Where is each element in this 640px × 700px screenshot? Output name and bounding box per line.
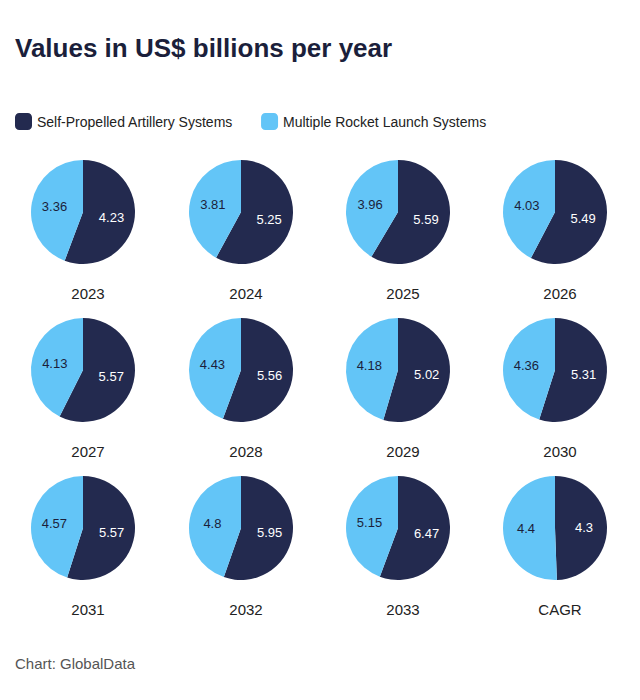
svg-text:4.43: 4.43 bbox=[200, 357, 225, 372]
svg-text:4.03: 4.03 bbox=[514, 198, 539, 213]
svg-text:2031: 2031 bbox=[71, 601, 104, 618]
svg-text:5.57: 5.57 bbox=[99, 369, 124, 384]
svg-text:3.81: 3.81 bbox=[200, 197, 225, 212]
svg-text:5.56: 5.56 bbox=[257, 368, 282, 383]
svg-text:5.15: 5.15 bbox=[357, 515, 382, 530]
svg-text:5.25: 5.25 bbox=[256, 212, 281, 227]
svg-text:4.57: 4.57 bbox=[42, 516, 67, 531]
svg-text:2025: 2025 bbox=[386, 285, 419, 302]
svg-text:2028: 2028 bbox=[229, 443, 262, 460]
svg-text:4.23: 4.23 bbox=[99, 210, 124, 225]
svg-text:2030: 2030 bbox=[543, 443, 576, 460]
svg-text:5.02: 5.02 bbox=[414, 367, 439, 382]
svg-text:4.18: 4.18 bbox=[357, 358, 382, 373]
svg-text:2024: 2024 bbox=[229, 285, 262, 302]
svg-text:6.47: 6.47 bbox=[414, 526, 439, 541]
svg-text:4.3: 4.3 bbox=[575, 520, 593, 535]
svg-text:CAGR: CAGR bbox=[538, 601, 582, 618]
svg-text:Values in US$ billions per yea: Values in US$ billions per year bbox=[15, 33, 392, 63]
svg-text:2026: 2026 bbox=[543, 285, 576, 302]
svg-text:5.49: 5.49 bbox=[571, 211, 596, 226]
svg-text:2029: 2029 bbox=[386, 443, 419, 460]
svg-text:Multiple Rocket Launch Systems: Multiple Rocket Launch Systems bbox=[283, 114, 486, 130]
svg-text:3.36: 3.36 bbox=[42, 199, 67, 214]
svg-text:2033: 2033 bbox=[386, 601, 419, 618]
svg-text:5.31: 5.31 bbox=[571, 367, 596, 382]
svg-text:Self-Propelled Artillery Syste: Self-Propelled Artillery Systems bbox=[37, 114, 232, 130]
svg-text:3.96: 3.96 bbox=[357, 197, 382, 212]
svg-text:5.59: 5.59 bbox=[413, 212, 438, 227]
svg-text:4.36: 4.36 bbox=[514, 358, 539, 373]
svg-text:4.13: 4.13 bbox=[42, 356, 67, 371]
svg-text:2027: 2027 bbox=[71, 443, 104, 460]
svg-text:4.8: 4.8 bbox=[203, 516, 221, 531]
svg-text:5.95: 5.95 bbox=[257, 525, 282, 540]
svg-text:2032: 2032 bbox=[229, 601, 262, 618]
svg-text:5.57: 5.57 bbox=[99, 525, 124, 540]
svg-text:4.4: 4.4 bbox=[517, 521, 535, 536]
svg-text:2023: 2023 bbox=[71, 285, 104, 302]
svg-text:Chart: GlobalData: Chart: GlobalData bbox=[15, 655, 136, 672]
